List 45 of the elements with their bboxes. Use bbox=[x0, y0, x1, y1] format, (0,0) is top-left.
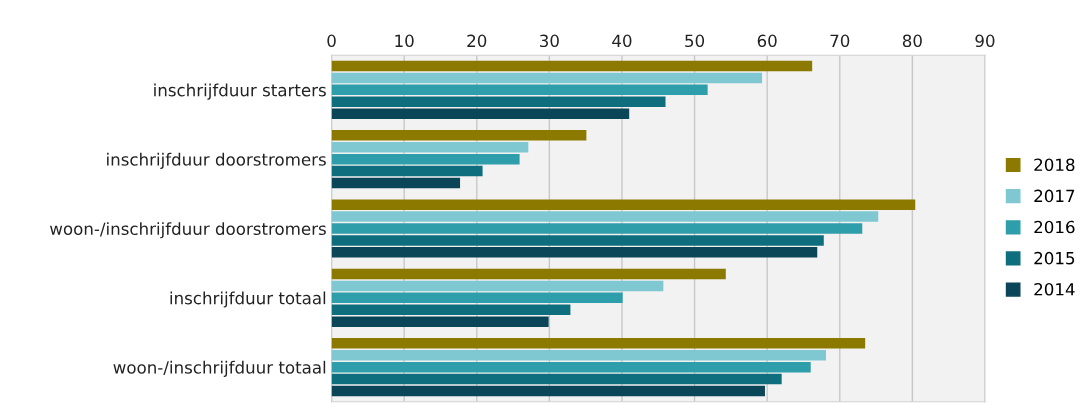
legend-label: 2017 bbox=[1034, 189, 1075, 203]
y-tick-label: woon-/inschrijfduur totaal bbox=[113, 360, 326, 377]
legend-label: 2016 bbox=[1034, 220, 1075, 234]
bar bbox=[331, 130, 587, 141]
bar bbox=[331, 211, 879, 222]
bar bbox=[331, 142, 529, 153]
x-tick-label: 40 bbox=[612, 34, 632, 48]
bar bbox=[331, 316, 549, 327]
bar bbox=[331, 84, 708, 96]
bar bbox=[331, 373, 782, 385]
x-tick-label: 20 bbox=[467, 34, 487, 48]
bar bbox=[331, 304, 571, 315]
bar bbox=[331, 72, 763, 84]
x-tick-label: 30 bbox=[540, 34, 559, 48]
x-tick-label: 50 bbox=[685, 34, 705, 48]
bar bbox=[331, 96, 666, 108]
x-tick-label: 60 bbox=[757, 34, 777, 48]
legend-label: 2018 bbox=[1034, 158, 1075, 172]
y-tick-label: inschrijfduur totaal bbox=[170, 291, 326, 308]
bar bbox=[331, 108, 630, 119]
bar bbox=[331, 361, 811, 373]
x-tick-label: 0 bbox=[327, 34, 336, 48]
bar bbox=[331, 268, 726, 280]
x-tick-label: 10 bbox=[395, 34, 414, 48]
bar bbox=[331, 153, 520, 165]
bar bbox=[331, 60, 813, 72]
bar bbox=[331, 235, 824, 246]
bar bbox=[331, 292, 623, 304]
bar bbox=[331, 280, 664, 292]
bar bbox=[331, 247, 818, 258]
y-tick-label: inschrijfduur starters bbox=[154, 83, 326, 100]
y-tick-label: inschrijfduur doorstromers bbox=[107, 152, 326, 169]
legend-label: 2014 bbox=[1034, 282, 1075, 296]
bar bbox=[331, 338, 866, 349]
y-tick-label: woon-/inschrijfduur doorstromers bbox=[50, 222, 326, 239]
bar bbox=[331, 385, 765, 397]
bar bbox=[331, 223, 863, 234]
x-tick-label: 70 bbox=[830, 34, 850, 48]
bar bbox=[331, 349, 826, 361]
bar bbox=[331, 165, 483, 177]
x-tick-label: 90 bbox=[975, 34, 995, 48]
legend-label: 2015 bbox=[1034, 251, 1075, 265]
bar bbox=[331, 199, 916, 210]
bar bbox=[331, 177, 461, 189]
x-tick-label: 80 bbox=[902, 34, 922, 48]
